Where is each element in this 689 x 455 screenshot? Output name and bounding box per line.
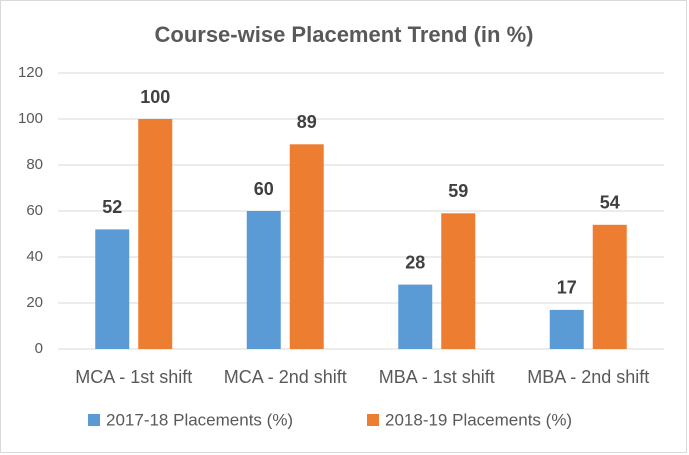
y-tick-label: 40 — [26, 248, 43, 265]
bar — [95, 229, 130, 349]
bar — [138, 119, 173, 349]
value-label: 89 — [297, 112, 317, 132]
y-tick-label: 0 — [35, 340, 43, 357]
y-tick-label: 100 — [18, 110, 43, 127]
y-tick-label: 60 — [26, 202, 43, 219]
chart-title: Course-wise Placement Trend (in %) — [155, 22, 534, 47]
value-label: 59 — [448, 181, 468, 201]
bar — [592, 224, 627, 349]
bar — [398, 284, 433, 349]
x-tick-label: MCA - 2nd shift — [224, 367, 347, 387]
value-label: 60 — [254, 179, 274, 199]
value-label: 52 — [102, 197, 122, 217]
x-tick-label: MBA - 2nd shift — [527, 367, 649, 387]
legend-label: 2018-19 Placements (%) — [385, 410, 572, 429]
y-tick-label: 20 — [26, 294, 43, 311]
value-label: 54 — [600, 193, 620, 213]
bar — [441, 213, 476, 349]
value-label: 28 — [405, 252, 425, 272]
legend-label: 2017-18 Placements (%) — [106, 410, 293, 429]
legend-swatch — [88, 414, 100, 426]
bar — [246, 211, 281, 349]
legend-swatch — [367, 414, 379, 426]
x-tick-label: MCA - 1st shift — [75, 367, 192, 387]
bar — [289, 144, 324, 349]
bar — [549, 309, 584, 349]
y-tick-label: 80 — [26, 156, 43, 173]
x-tick-label: MBA - 1st shift — [379, 367, 495, 387]
value-label: 100 — [140, 87, 170, 107]
y-tick-label: 120 — [18, 64, 43, 81]
value-label: 17 — [557, 278, 577, 298]
